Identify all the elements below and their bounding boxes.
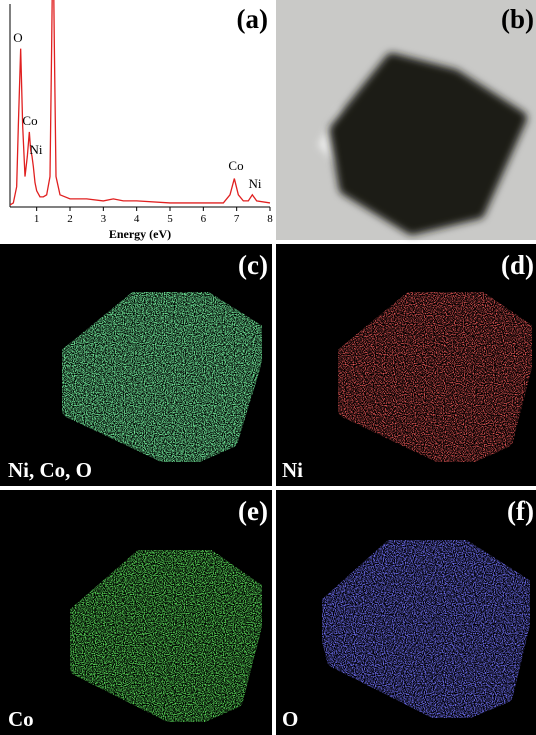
spectrum-panel: (a) 1 2 3 4 5 6 7 8 Energy (eV) O Co Ni Co Ni (0, 0, 273, 241)
element-label: Co (8, 707, 34, 731)
peak-annotation: Ni (30, 142, 43, 157)
panel-bg (0, 0, 272, 240)
element-label: Ni (282, 458, 303, 482)
map-panel: (e) Co (0, 490, 272, 735)
x-tick-label: 1 (34, 213, 40, 225)
panel-label: (e) (238, 496, 268, 526)
figure: (a) 1 2 3 4 5 6 7 8 Energy (eV) O Co Ni Co Ni (b) (c)… (0, 0, 536, 735)
element-label: Ni, Co, O (8, 458, 92, 482)
map-panel: (f) O (276, 490, 536, 735)
x-axis-label: Energy (eV) (109, 227, 171, 241)
x-tick-label: 8 (267, 213, 273, 225)
map-panel: (c) Ni, Co, O (0, 244, 272, 486)
map-panel: (d) Ni (276, 244, 536, 486)
panel-label: (d) (501, 250, 534, 280)
peak-annotation: Co (228, 158, 243, 173)
panel-label: (f) (507, 496, 534, 526)
panel-label: (a) (237, 4, 268, 34)
panel-label: (b) (501, 4, 534, 34)
x-tick-label: 2 (67, 213, 73, 225)
peak-annotation: O (13, 30, 22, 45)
panel-label: (c) (238, 250, 268, 280)
peak-annotation: Co (22, 113, 37, 128)
peak-annotation: Ni (249, 176, 262, 191)
element-label: O (282, 707, 298, 731)
page: {"panels": [ {"label": "(a)"}, {"label":… (0, 0, 536, 735)
x-tick-label: 3 (101, 213, 107, 225)
tem-panel: (b) (276, 0, 536, 240)
x-tick-label: 7 (234, 213, 240, 225)
x-tick-label: 6 (201, 213, 207, 225)
x-tick-label: 5 (167, 213, 173, 225)
x-tick-label: 4 (134, 213, 140, 225)
